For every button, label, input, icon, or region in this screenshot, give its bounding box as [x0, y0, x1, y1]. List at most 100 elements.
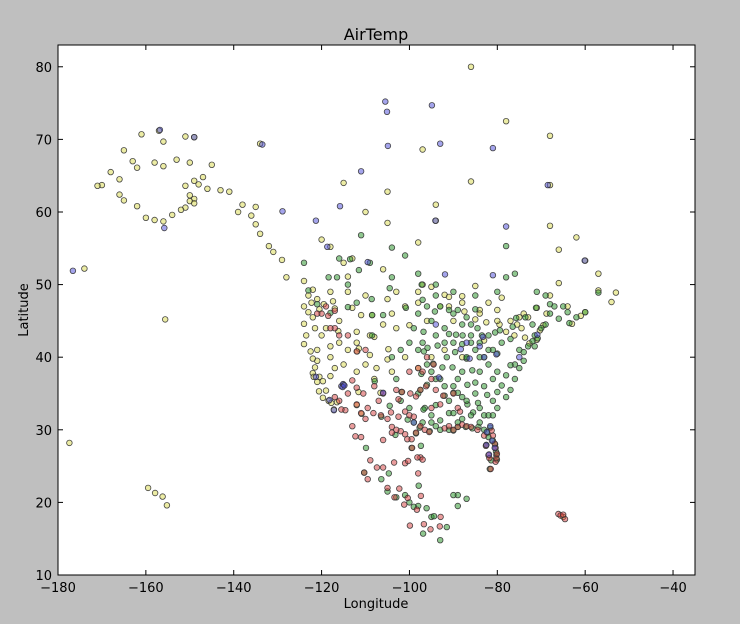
data-point-green [496, 327, 504, 334]
data-point-yellow [331, 364, 338, 372]
data-point-green [415, 270, 422, 277]
data-point-yellow [116, 176, 123, 183]
data-point-green [406, 339, 413, 346]
data-point-green [344, 281, 352, 288]
data-point-green [451, 348, 459, 356]
data-point-green [531, 343, 538, 350]
data-point-green [445, 397, 453, 404]
data-point-green [502, 242, 510, 250]
data-point-yellow [353, 328, 360, 335]
data-point-yellow [494, 317, 501, 325]
data-point-green [542, 292, 549, 299]
data-point-green [533, 288, 540, 295]
data-point-blue [516, 354, 523, 361]
data-point-red [417, 423, 424, 430]
data-point-green [494, 288, 501, 295]
data-point-yellow [472, 316, 479, 323]
data-point-red [325, 312, 332, 319]
data-point-green [431, 308, 439, 315]
data-point-yellow [300, 320, 308, 327]
data-point-red [401, 408, 409, 415]
data-point-red [396, 485, 403, 492]
data-point-red [420, 521, 428, 528]
data-point-yellow [327, 372, 334, 380]
data-point-yellow [307, 348, 314, 355]
data-point-yellow [252, 203, 259, 211]
data-point-green [300, 259, 308, 266]
data-point-blue [383, 108, 391, 115]
data-point-blue [437, 140, 444, 147]
data-point-red [474, 426, 481, 433]
data-point-red [344, 332, 352, 339]
data-point-yellow [595, 270, 602, 277]
data-point-blue [326, 396, 333, 404]
data-point-red [426, 428, 433, 436]
data-point-red [357, 409, 365, 417]
data-point-yellow [160, 138, 167, 145]
data-point-red [428, 404, 435, 412]
data-point-red [367, 457, 374, 464]
data-point-yellow [445, 293, 453, 301]
data-point-yellow [362, 292, 369, 299]
data-point-red [336, 397, 343, 404]
data-point-yellow [133, 202, 141, 210]
data-point-green [524, 343, 532, 350]
data-point-yellow [498, 294, 505, 301]
data-point-yellow [177, 206, 185, 213]
data-point-blue [457, 346, 464, 353]
data-point-green [555, 315, 562, 322]
data-point-red [371, 383, 378, 390]
data-point-red [349, 377, 356, 384]
data-point-green [388, 354, 396, 361]
data-point-yellow [393, 288, 400, 295]
data-point-red [401, 431, 409, 438]
data-point-red [361, 469, 368, 476]
data-point-yellow [336, 339, 343, 346]
data-point-green [516, 364, 523, 372]
data-point-yellow [573, 234, 580, 241]
data-point-green [325, 274, 332, 281]
data-point-blue [341, 382, 348, 389]
data-point-red [331, 307, 338, 314]
data-point-green [450, 339, 457, 346]
data-point-red [428, 375, 435, 383]
data-point-green [450, 409, 457, 417]
data-point-red [338, 406, 345, 413]
data-point-yellow [305, 309, 312, 316]
data-point-red [489, 432, 497, 439]
data-point-yellow [467, 178, 475, 185]
data-point-blue [476, 343, 483, 350]
data-point-green [437, 303, 444, 310]
data-point-red [417, 386, 424, 394]
data-point-green [463, 495, 470, 502]
data-point-yellow [362, 208, 369, 216]
data-point-red [415, 470, 422, 477]
data-point-blue [480, 354, 488, 361]
data-point-red [560, 511, 567, 518]
data-point-green [582, 309, 589, 316]
data-point-green [467, 412, 475, 419]
data-point-green [397, 346, 404, 354]
x-tick-label: −120 [304, 581, 340, 596]
data-point-yellow [432, 201, 439, 208]
data-point-yellow [314, 346, 321, 354]
data-point-green [507, 362, 514, 369]
data-point-green [472, 379, 479, 386]
data-point-green [402, 304, 410, 311]
data-point-yellow [521, 334, 529, 341]
data-point-yellow [144, 484, 152, 492]
data-point-yellow [94, 182, 101, 189]
data-point-green [474, 325, 481, 332]
data-point-green [385, 470, 392, 477]
data-point-green [454, 502, 461, 510]
data-point-blue [410, 419, 417, 426]
y-tick-label: 20 [35, 496, 52, 511]
data-point-green [452, 331, 460, 338]
data-point-yellow [353, 368, 360, 375]
data-point-yellow [116, 191, 123, 198]
data-point-red [450, 426, 457, 433]
data-point-yellow [190, 177, 198, 184]
data-point-yellow [518, 325, 525, 332]
data-point-green [502, 274, 510, 281]
data-point-yellow [555, 279, 562, 287]
